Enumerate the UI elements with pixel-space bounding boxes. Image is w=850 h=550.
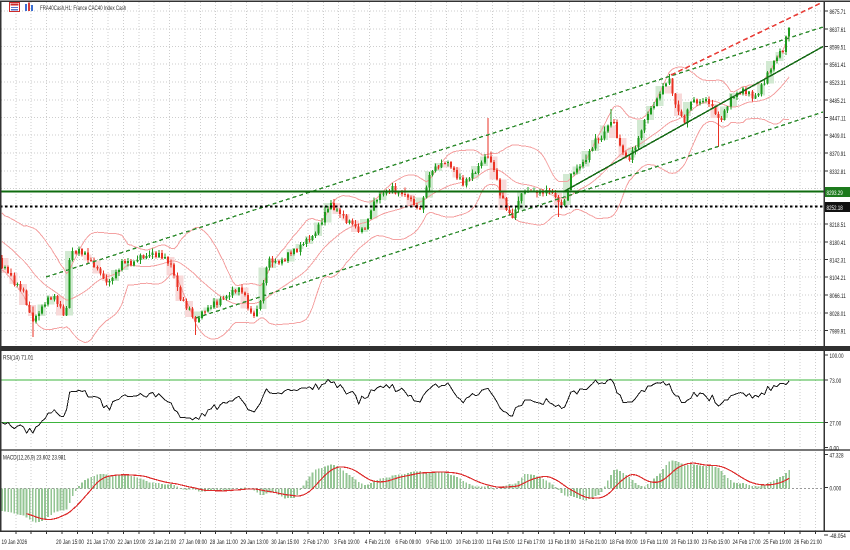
svg-text:21 Jan 17:00: 21 Jan 17:00: [87, 539, 115, 546]
svg-text:8332.81: 8332.81: [830, 169, 847, 176]
svg-text:26 Feb 21:00: 26 Feb 21:00: [794, 539, 822, 546]
svg-text:23 Jan 21:00: 23 Jan 21:00: [148, 539, 176, 546]
svg-text:20 Jan 15:00: 20 Jan 15:00: [56, 539, 84, 546]
svg-text:100.00: 100.00: [830, 353, 844, 360]
svg-text:18 Feb 09:00: 18 Feb 09:00: [610, 539, 638, 546]
svg-text:0.000: 0.000: [830, 486, 842, 493]
svg-text:0.00: 0.00: [830, 446, 840, 453]
svg-text:16 Feb 21:00: 16 Feb 21:00: [579, 539, 607, 546]
svg-text:28 Jan 11:00: 28 Jan 11:00: [210, 539, 238, 546]
svg-text:27 Jan 09:00: 27 Jan 09:00: [179, 539, 207, 546]
svg-text:FRA40Cash,H1: France CAC40 Ind: FRA40Cash,H1: France CAC40 Index Cash: [40, 5, 126, 12]
svg-text:22 Jan 19:00: 22 Jan 19:00: [118, 539, 146, 546]
svg-text:2 Feb 17:00: 2 Feb 17:00: [303, 539, 329, 546]
svg-text:RSI(14) 71.01: RSI(14) 71.01: [3, 355, 34, 362]
svg-text:8599.51: 8599.51: [830, 45, 847, 52]
svg-text:27.00: 27.00: [830, 421, 842, 428]
svg-text:8104.21: 8104.21: [830, 275, 847, 282]
svg-text:8028.01: 8028.01: [830, 311, 847, 318]
svg-text:47.328: 47.328: [830, 453, 844, 460]
svg-text:8675.71: 8675.71: [830, 9, 847, 16]
svg-text:8447.11: 8447.11: [830, 116, 847, 123]
svg-text:8370.91: 8370.91: [830, 151, 847, 158]
svg-text:24 Feb 17:00: 24 Feb 17:00: [733, 539, 761, 546]
svg-text:7989.91: 7989.91: [830, 329, 847, 336]
svg-text:8293.29: 8293.29: [827, 190, 844, 197]
svg-text:8637.61: 8637.61: [830, 27, 847, 34]
svg-text:25 Feb 19:00: 25 Feb 19:00: [763, 539, 791, 546]
svg-text:MACD(12,26,9) 23.602 23.981: MACD(12,26,9) 23.602 23.981: [3, 455, 66, 462]
svg-text:23 Feb 15:00: 23 Feb 15:00: [702, 539, 730, 546]
svg-text:8523.31: 8523.31: [830, 80, 847, 87]
svg-text:8485.21: 8485.21: [830, 98, 847, 105]
svg-text:8180.41: 8180.41: [830, 240, 847, 247]
svg-text:-48.054: -48.054: [830, 533, 847, 540]
svg-text:9 Feb 11:00: 9 Feb 11:00: [426, 539, 452, 546]
svg-text:20 Feb 13:00: 20 Feb 13:00: [671, 539, 699, 546]
svg-text:8409.01: 8409.01: [830, 133, 847, 140]
svg-text:19 Jan 2026: 19 Jan 2026: [2, 539, 28, 546]
svg-text:8142.31: 8142.31: [830, 258, 847, 265]
svg-text:19 Feb 11:00: 19 Feb 11:00: [640, 539, 668, 546]
svg-text:11 Feb 15:00: 11 Feb 15:00: [487, 539, 515, 546]
svg-text:8218.51: 8218.51: [830, 222, 847, 229]
svg-text:4 Feb 21:00: 4 Feb 21:00: [365, 539, 391, 546]
svg-text:29 Jan 13:00: 29 Jan 13:00: [241, 539, 269, 546]
svg-text:8252.18: 8252.18: [827, 205, 844, 212]
svg-text:30 Jan 15:00: 30 Jan 15:00: [271, 539, 299, 546]
svg-text:10 Feb 13:00: 10 Feb 13:00: [456, 539, 484, 546]
svg-text:8561.41: 8561.41: [830, 62, 847, 69]
svg-text:12 Feb 17:00: 12 Feb 17:00: [517, 539, 545, 546]
svg-text:73.00: 73.00: [830, 378, 842, 385]
svg-text:8066.11: 8066.11: [830, 293, 847, 300]
svg-text:6 Feb 09:00: 6 Feb 09:00: [395, 539, 421, 546]
svg-text:3 Feb 19:00: 3 Feb 19:00: [334, 539, 360, 546]
svg-text:13 Feb 19:00: 13 Feb 19:00: [548, 539, 576, 546]
